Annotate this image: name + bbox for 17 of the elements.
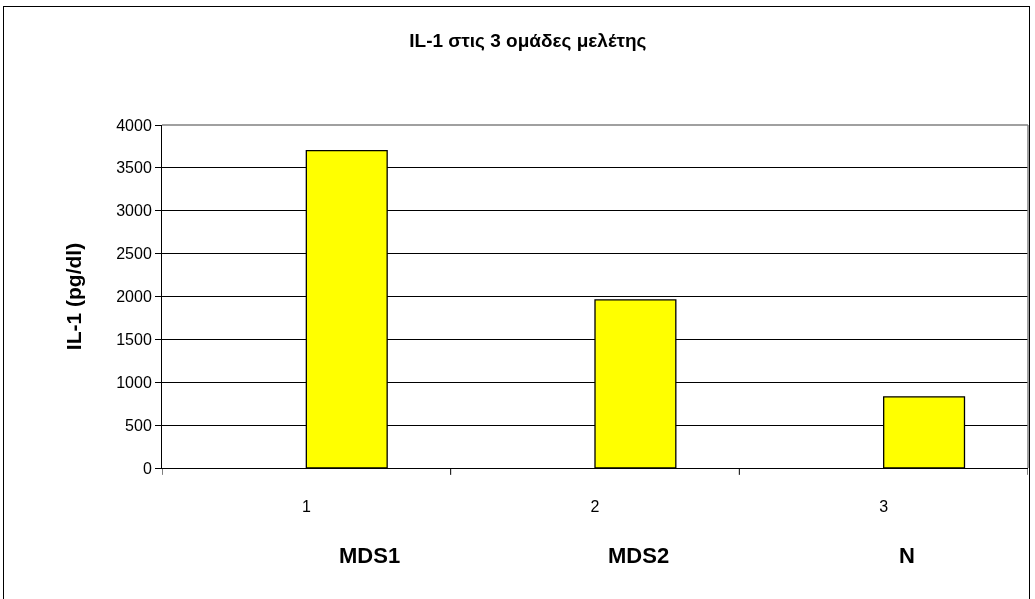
y-axis-title: IL-1 (pg/dl) bbox=[62, 242, 86, 351]
x-tick-label: 1 bbox=[301, 498, 311, 516]
y-tick-label: 1000 bbox=[116, 373, 152, 391]
y-tick-label: 0 bbox=[142, 459, 152, 477]
text: N bbox=[899, 543, 915, 568]
y-tick-label: 3500 bbox=[116, 159, 152, 177]
y-tick-label: 1500 bbox=[116, 330, 152, 348]
y-tick-label: 3000 bbox=[116, 202, 152, 220]
x-tick-label: 3 bbox=[879, 498, 889, 516]
y-tick-label: 2500 bbox=[116, 245, 152, 263]
text: MDS1 bbox=[339, 543, 401, 568]
y-tick-label: 2000 bbox=[116, 288, 152, 306]
chart-title: IL-1 στις 3 ομάδες μελέτης bbox=[409, 29, 647, 51]
y-tick-label: 500 bbox=[125, 416, 152, 434]
text: MDS2 bbox=[608, 543, 670, 568]
y-tick-label: 4000 bbox=[116, 116, 152, 134]
x-tick-label: 2 bbox=[590, 498, 600, 516]
